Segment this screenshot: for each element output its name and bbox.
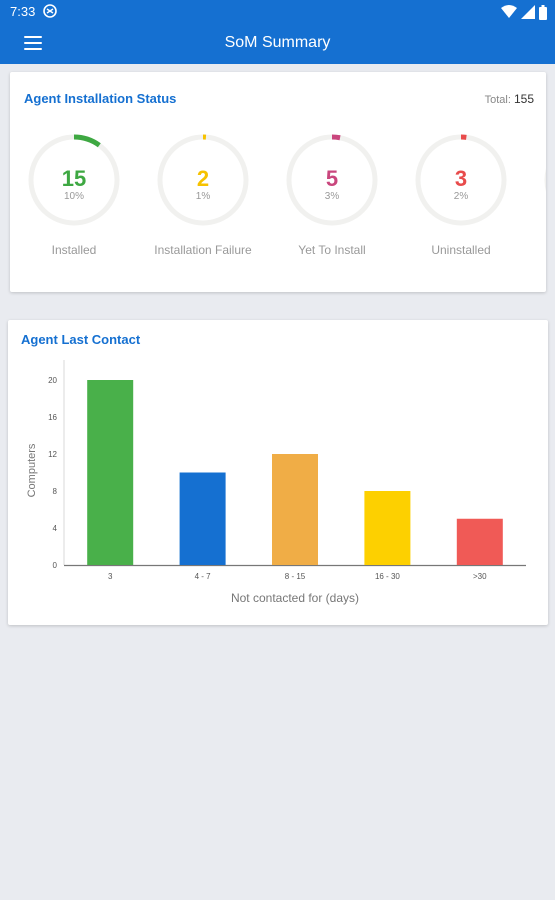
ring-count: 2 (196, 166, 210, 191)
page-title: SoM Summary (224, 34, 331, 51)
y-tick-label: 16 (48, 413, 57, 422)
ring-label: Installed (51, 243, 97, 257)
battery-icon (539, 4, 547, 20)
status-bar: 7:33 (0, 0, 555, 24)
sync-icon (43, 4, 57, 18)
bar[interactable] (179, 472, 226, 566)
ring-percent: 2% (453, 191, 469, 202)
total-value: 155 (513, 92, 534, 106)
status-ring-partial[interactable] (542, 132, 546, 233)
ring-percent: 3% (324, 191, 340, 202)
y-tick-label: 20 (48, 376, 57, 385)
status-time: 7:33 (10, 4, 36, 19)
bar[interactable] (272, 454, 318, 565)
status-ring[interactable]: 5 3% Yet To Install (284, 132, 380, 257)
ring-label: Yet To Install (298, 243, 366, 257)
x-tick-label: 16 - 30 (375, 572, 400, 581)
y-tick-label: 0 (53, 561, 58, 570)
installation-status-title: Agent Installation Status (24, 91, 177, 106)
status-ring-graphic (28, 134, 120, 226)
x-tick-label: 3 (108, 572, 113, 581)
ring-percent: 10% (63, 191, 84, 202)
status-icons (501, 4, 547, 20)
status-ring[interactable]: 2 1% Installation Failure (154, 132, 252, 257)
last-contact-title: Agent Last Contact (21, 332, 141, 347)
y-tick-label: 8 (53, 487, 58, 496)
ring-count: 15 (61, 166, 87, 191)
y-tick-label: 4 (53, 524, 58, 533)
ring-count: 5 (325, 166, 339, 191)
status-ring[interactable]: 15 10% Installed (26, 132, 122, 257)
status-ring-graphic (157, 134, 249, 226)
ring-progress-arc (415, 134, 507, 226)
status-ring-graphic (286, 134, 378, 226)
last-contact-bar-chart: 0 4 8 12 16 20 3 4 - 7 8 - 15 16 - 30 >30 Not conta… (26, 360, 526, 605)
signal-icon (521, 5, 535, 19)
x-tick-label: 8 - 15 (285, 572, 306, 581)
x-tick-label: >30 (473, 572, 487, 581)
total-label: Total: (484, 94, 511, 106)
status-ring-graphic (415, 134, 507, 226)
y-axis-label: Computers (26, 443, 38, 497)
ring-progress-arc (286, 134, 378, 226)
y-tick-label: 12 (48, 450, 57, 459)
ring-count: 3 (454, 166, 468, 191)
bar[interactable] (364, 491, 411, 565)
installation-status-card: Agent Installation Status Total: 155 15 1… (10, 72, 546, 292)
hamburger-menu-icon[interactable] (24, 36, 42, 52)
ring-progress-arc (28, 134, 120, 226)
x-tick-label: 4 - 7 (195, 572, 212, 581)
last-contact-card: Agent Last Contact 0 4 8 12 16 20 3 4 - 7 8 - 15… (8, 320, 548, 625)
x-axis-label: Not contacted for (days) (231, 591, 359, 605)
bar[interactable] (87, 380, 134, 565)
status-ring[interactable]: 3 2% Uninstalled (413, 132, 509, 257)
bar[interactable] (456, 518, 503, 565)
ring-percent: 1% (195, 191, 211, 202)
wifi-icon (501, 5, 517, 18)
app-bar: SoM Summary (0, 24, 555, 64)
ring-label: Uninstalled (431, 243, 491, 257)
ring-label: Installation Failure (154, 243, 252, 257)
ring-progress-arc (157, 134, 249, 226)
total-count: Total: 155 (485, 92, 534, 106)
